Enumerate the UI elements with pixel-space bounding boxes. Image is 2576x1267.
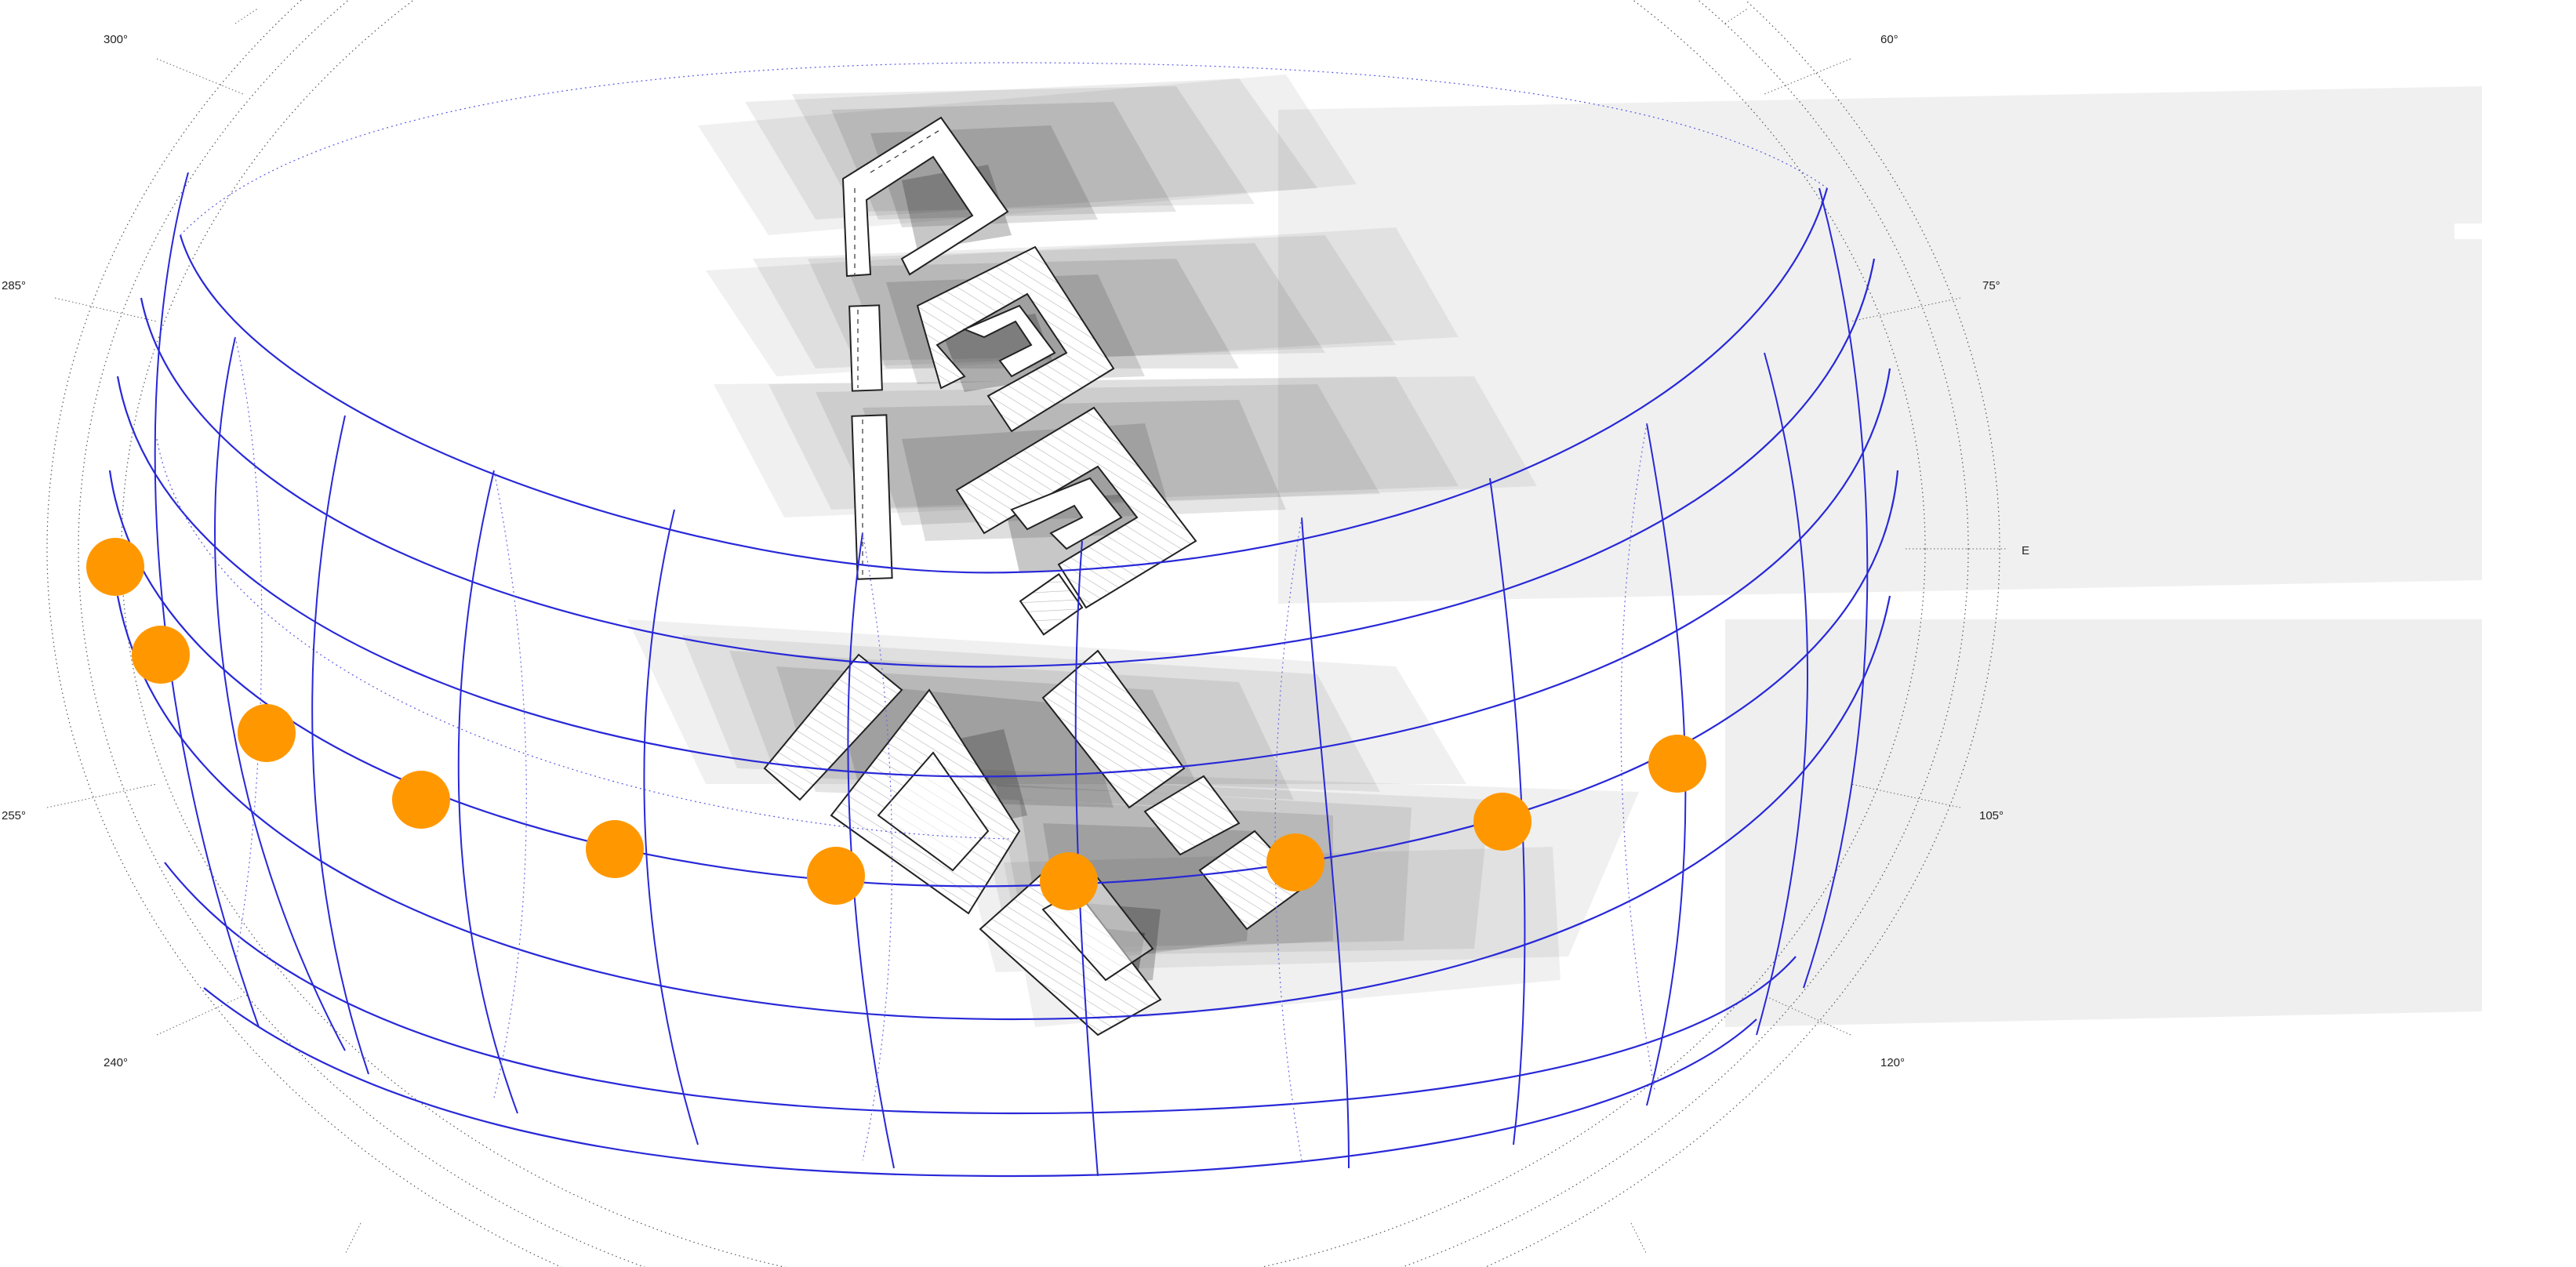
compass-label-300: 300° xyxy=(104,33,128,46)
compass-label-east: E xyxy=(2022,544,2029,557)
building-lower-right-2 xyxy=(1143,775,1241,856)
compass-labels: 300° 60° 285° 75° E 255° 105° 240° 120° xyxy=(2,33,2029,1069)
compass-label-75: 75° xyxy=(1982,279,2000,292)
sun-disc-icon xyxy=(132,626,190,684)
compass-label-285: 285° xyxy=(2,279,26,292)
sun-path-day-curves xyxy=(108,62,1899,1178)
sun-disc-icon xyxy=(586,820,644,878)
compass-label-240: 240° xyxy=(104,1056,128,1069)
sun-disc-icon xyxy=(1266,833,1324,891)
compass-label-120: 120° xyxy=(1880,1056,1905,1069)
building-slab-2 xyxy=(851,414,893,580)
compass-ticks xyxy=(46,7,2007,1255)
compass-label-60: 60° xyxy=(1880,33,1898,46)
far-shadow-bands xyxy=(1278,86,2482,1027)
building-courtyard-2 xyxy=(916,245,1115,433)
sun-disc-icon xyxy=(807,847,865,905)
building-courtyard-3 xyxy=(955,406,1197,636)
sun-disc-icon xyxy=(1473,793,1531,851)
sun-positions xyxy=(86,538,1706,910)
compass-label-105: 105° xyxy=(1979,809,2004,822)
buildings xyxy=(763,116,1307,1036)
sun-disc-icon xyxy=(1648,735,1706,793)
compass-label-255: 255° xyxy=(2,809,26,822)
building-lower-center xyxy=(830,688,1021,915)
sun-disc-icon xyxy=(86,538,144,596)
building-top-courtyard xyxy=(841,116,1009,278)
building-lower-left xyxy=(763,653,903,801)
building-lower-right-1 xyxy=(1041,649,1186,809)
sun-disc-icon xyxy=(1040,852,1098,910)
sun-disc-icon xyxy=(238,704,296,762)
building-slab-1 xyxy=(848,304,883,392)
sun-disc-icon xyxy=(392,771,450,829)
